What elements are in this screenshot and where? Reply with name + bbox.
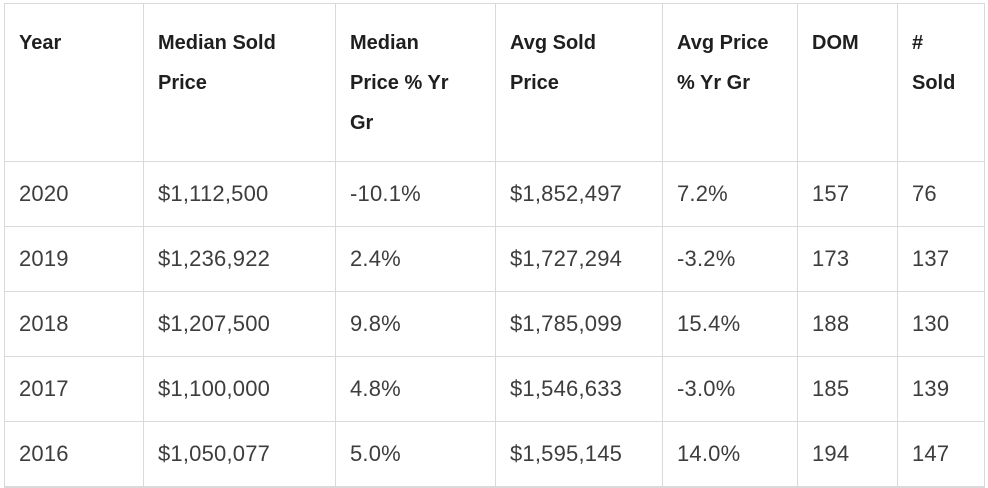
cell-avg-price-yr-gr: 7.2% — [662, 161, 798, 227]
cell-dom: 173 — [797, 226, 898, 292]
cell-avg-price-yr-gr: 14.0% — [662, 421, 798, 487]
cell-median-sold-price: $1,050,077 — [143, 421, 336, 487]
table-row: 2018 $1,207,500 9.8% $1,785,099 15.4% 18… — [4, 291, 985, 357]
cell-avg-sold-price: $1,852,497 — [495, 161, 663, 227]
cell-num-sold: 137 — [897, 226, 985, 292]
column-header-avg-sold-price: Avg Sold Price — [495, 3, 663, 162]
cell-year: 2019 — [4, 226, 144, 292]
cell-median-sold-price: $1,236,922 — [143, 226, 336, 292]
cell-dom: 188 — [797, 291, 898, 357]
cell-median-sold-price: $1,112,500 — [143, 161, 336, 227]
column-header-dom: DOM — [797, 3, 898, 162]
cell-avg-sold-price: $1,727,294 — [495, 226, 663, 292]
column-header-avg-price-yr-gr: Avg Price % Yr Gr — [662, 3, 798, 162]
header-row: Year Median Sold Price Median Price % Yr… — [4, 3, 985, 162]
cell-year: 2020 — [4, 161, 144, 227]
cell-dom: 157 — [797, 161, 898, 227]
cell-median-price-yr-gr: 9.8% — [335, 291, 496, 357]
table-row: 2020 $1,112,500 -10.1% $1,852,497 7.2% 1… — [4, 161, 985, 227]
column-header-median-price-yr-gr: Median Price % Yr Gr — [335, 3, 496, 162]
column-header-median-sold-price: Median Sold Price — [143, 3, 336, 162]
table-row: 2019 $1,236,922 2.4% $1,727,294 -3.2% 17… — [4, 226, 985, 292]
yearly-stats-table: Year Median Sold Price Median Price % Yr… — [4, 3, 985, 488]
cell-avg-price-yr-gr: -3.0% — [662, 356, 798, 422]
cell-median-sold-price: $1,100,000 — [143, 356, 336, 422]
table-row: 2017 $1,100,000 4.8% $1,546,633 -3.0% 18… — [4, 356, 985, 422]
cell-median-price-yr-gr: 2.4% — [335, 226, 496, 292]
cell-num-sold: 139 — [897, 356, 985, 422]
cell-median-sold-price: $1,207,500 — [143, 291, 336, 357]
column-header-year: Year — [4, 3, 144, 162]
cell-avg-sold-price: $1,785,099 — [495, 291, 663, 357]
cell-avg-price-yr-gr: -3.2% — [662, 226, 798, 292]
cell-year: 2017 — [4, 356, 144, 422]
cell-avg-price-yr-gr: 15.4% — [662, 291, 798, 357]
cell-dom: 194 — [797, 421, 898, 487]
cell-num-sold: 130 — [897, 291, 985, 357]
cell-avg-sold-price: $1,595,145 — [495, 421, 663, 487]
cell-median-price-yr-gr: 5.0% — [335, 421, 496, 487]
cell-year: 2016 — [4, 421, 144, 487]
cell-median-price-yr-gr: 4.8% — [335, 356, 496, 422]
cell-num-sold: 76 — [897, 161, 985, 227]
cell-dom: 185 — [797, 356, 898, 422]
column-header-num-sold: # Sold — [897, 3, 985, 162]
cell-median-price-yr-gr: -10.1% — [335, 161, 496, 227]
cell-num-sold: 147 — [897, 421, 985, 487]
cell-year: 2018 — [4, 291, 144, 357]
table-row: 2016 $1,050,077 5.0% $1,595,145 14.0% 19… — [4, 421, 985, 487]
cell-avg-sold-price: $1,546,633 — [495, 356, 663, 422]
